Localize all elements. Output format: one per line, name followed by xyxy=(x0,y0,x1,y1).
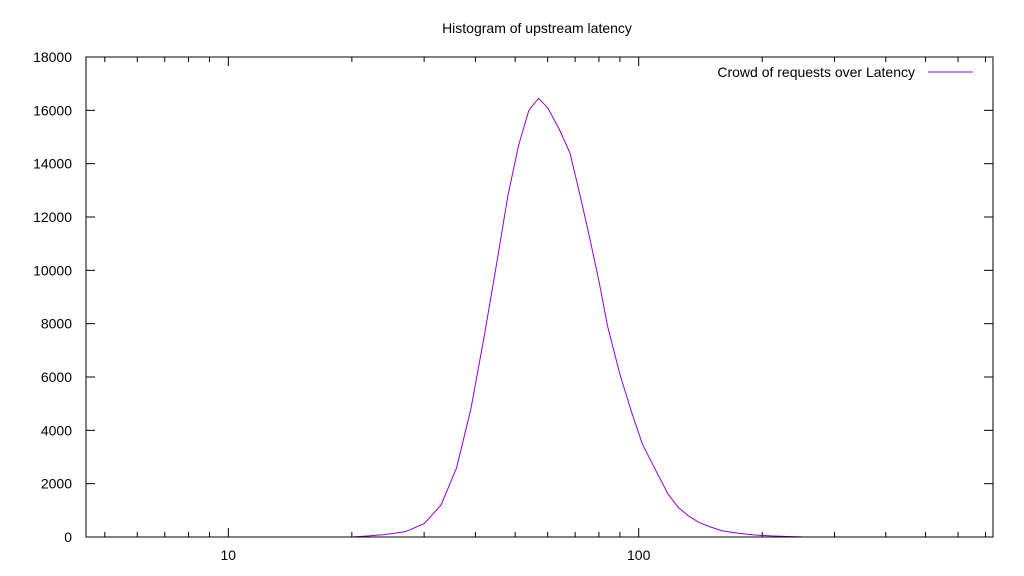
y-tick-label: 4000 xyxy=(41,422,72,438)
tick-labels: 0 2000 4000 6000 8000 10000 12000 14000 16000 180… xyxy=(33,49,651,563)
plot-frame xyxy=(85,56,994,538)
y-tick-label: 6000 xyxy=(41,369,72,385)
legend: Crowd of requests over Latency xyxy=(717,64,973,80)
chart-title: Histogram of upstream latency xyxy=(442,20,632,36)
y-tick-label: 18000 xyxy=(33,49,72,65)
y-tick-label: 2000 xyxy=(41,476,72,492)
x-tick-label: 10 xyxy=(221,547,237,563)
y-tick-label: 14000 xyxy=(33,156,72,172)
legend-label: Crowd of requests over Latency xyxy=(717,64,915,80)
x-tick-label: 100 xyxy=(627,547,651,563)
y-tick-label: 16000 xyxy=(33,102,72,118)
y-tick-label: 12000 xyxy=(33,209,72,225)
y-tick-label: 0 xyxy=(64,529,72,545)
series-line xyxy=(351,97,803,538)
y-tick-label: 10000 xyxy=(33,262,72,278)
y-tick-label: 8000 xyxy=(41,316,72,332)
series-layer xyxy=(351,97,803,538)
axis-ticks xyxy=(86,56,993,538)
